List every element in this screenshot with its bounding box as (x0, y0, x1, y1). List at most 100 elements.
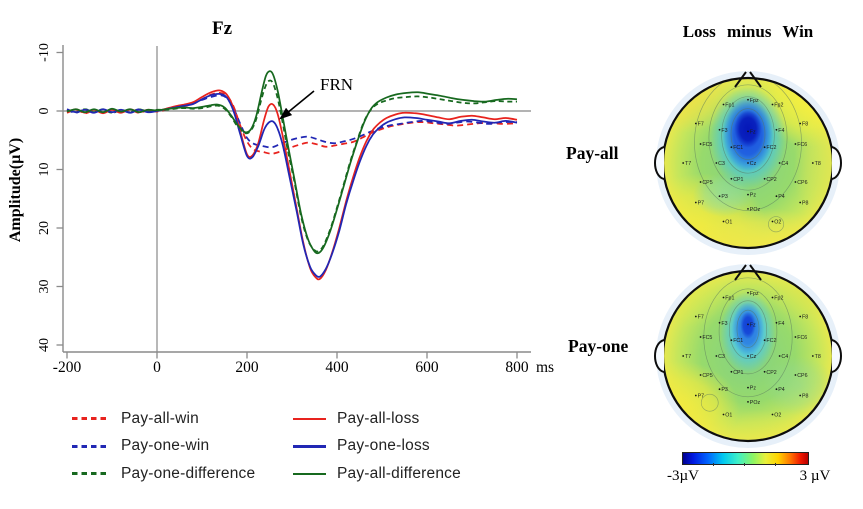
electrode-label-FC6: FC6 (797, 142, 807, 148)
y-tick-label: 40 (37, 338, 52, 352)
electrode-dot-CP2 (763, 370, 766, 373)
electrode-dot-P4 (775, 388, 778, 391)
electrode-dot-F3 (718, 321, 721, 324)
electrode-label-Fp2: Fp2 (774, 296, 783, 302)
electrode-label-F3: F3 (721, 128, 727, 134)
electrode-dot-Pz (747, 386, 749, 389)
electrode-dot-CP5 (699, 374, 702, 376)
electrode-dot-P7 (694, 394, 697, 397)
electrode-dot-Fp1 (722, 103, 725, 106)
electrode-label-T8: T8 (815, 354, 821, 360)
nose-left (734, 264, 747, 281)
electrode-label-F4: F4 (778, 128, 784, 134)
electrode-label-CP1: CP1 (733, 177, 743, 183)
electrode-dot-F3 (718, 128, 721, 131)
electrodes: Fpz Fp1 Fp2 F7 F3 Fz F4 F8 FC5 FC1 FC2 FC6 T7 C3 Cz C4 T… (682, 291, 821, 418)
contour-line (718, 288, 778, 375)
contour-line (694, 79, 802, 211)
electrode-dot-F4 (775, 321, 778, 324)
electrode-dot-Cz (747, 162, 749, 164)
y-tick-label: 10 (37, 163, 52, 177)
topomap-pay-one: Fpz Fp1 Fp2 F7 F3 Fz F4 F8 FC5 FC1 FC2 FC6 T7 C3 Cz C4 T… (654, 264, 842, 448)
legend-label: Pay-one-win (121, 437, 210, 455)
topomap-pay-all: Fpz Fp1 Fp2 F7 F3 Fz F4 F8 FC5 FC1 FC2 FC6 T7 C3 Cz C4 T… (654, 71, 842, 255)
legend-item-pay-one-win: Pay-one-win (72, 433, 293, 461)
electrode-label-P3: P3 (721, 194, 728, 200)
erp-axes: -10 0 10 20 30 40-200 0 200 400 600 800 (37, 43, 531, 376)
electrode-label-C4: C4 (781, 354, 788, 360)
negativity-core (740, 311, 756, 339)
y-tick-label: 0 (37, 108, 52, 115)
legend-label: Pay-all-win (121, 409, 199, 427)
topo-panel-title: Loss minus Win (682, 22, 814, 41)
colorbar-tick (744, 463, 745, 466)
electrode-label-CP6: CP6 (797, 373, 807, 379)
erp-curve-pay-all-win (66, 91, 518, 155)
colorbar-min-label: -3µV (667, 468, 699, 484)
contour-line (736, 309, 760, 348)
electrode-dot-Fp1 (722, 296, 725, 299)
contour-line (703, 277, 793, 398)
legend-swatch-dashed (72, 472, 110, 476)
electrode-label-P8: P8 (802, 394, 809, 400)
electrode-dot-FC1 (730, 339, 733, 342)
legend-swatch-solid (293, 472, 326, 475)
topomap-pay-one-label: Pay-one (568, 336, 629, 356)
edge-positivity-patch (793, 117, 832, 226)
contour-line (721, 96, 775, 174)
electrode-label-P7: P7 (698, 201, 705, 207)
electrode-label-T7: T7 (685, 161, 691, 167)
electrode-label-O1: O1 (725, 219, 732, 225)
electrode-dot-F7 (694, 122, 697, 125)
x-tick-label: 0 (153, 359, 161, 376)
electrode-label-CP5: CP5 (702, 373, 712, 379)
frn-annotation: FRN (320, 75, 353, 94)
erp-title: Fz (212, 18, 233, 39)
electrode-dot-FC6 (794, 143, 797, 145)
electrode-dot-Pz (747, 193, 749, 196)
electrode-dot-Fz (747, 323, 749, 326)
y-tick-label: -10 (37, 43, 52, 62)
electrode-label-Pz: Pz (750, 386, 757, 392)
erp-plot: Fz Amplitude(µV) -10 0 10 20 30 40-200 0 200 400… (7, 18, 554, 376)
y-tick-label: 20 (37, 221, 52, 235)
electrode-label-POz: POz (750, 207, 761, 213)
x-tick-label: -200 (53, 359, 82, 376)
legend-item-pay-one-loss: Pay-one-loss (293, 433, 461, 461)
electrode-dot-Fp2 (771, 103, 774, 106)
erp-curve-pay-one-win (66, 94, 518, 149)
electrode-dot-Fpz (747, 291, 749, 294)
electrode-label-CP6: CP6 (797, 180, 807, 186)
nose-left (734, 71, 747, 88)
right-ear (831, 339, 842, 373)
electrode-dot-Fp2 (771, 296, 774, 299)
electrode-label-O2: O2 (774, 412, 781, 418)
electrode-dot-Fpz (747, 98, 749, 101)
electrode-dot-FC5 (699, 143, 702, 145)
electrode-label-P4: P4 (778, 194, 785, 200)
electrode-label-P4: P4 (778, 387, 785, 393)
x-tick-label: 800 (505, 359, 529, 376)
electrode-label-F7: F7 (698, 121, 704, 127)
erp-curves (66, 70, 518, 281)
electrode-label-Cz: Cz (750, 354, 757, 360)
electrode-label-Fz: Fz (750, 129, 756, 135)
electrode-label-FC5: FC5 (702, 335, 712, 341)
contour-line (768, 216, 785, 233)
electrode-label-P3: P3 (721, 387, 728, 393)
electrode-label-Fp1: Fp1 (725, 296, 734, 302)
legend-label: Pay-all-loss (337, 409, 420, 427)
colorbar-tick (713, 463, 714, 466)
electrode-dot-P3 (718, 388, 721, 391)
legend-swatch-dashed (72, 417, 110, 421)
electrode-label-FC2: FC2 (766, 145, 776, 151)
colorbar-max-label: 3 µV (799, 468, 831, 484)
electrode-dot-P8 (799, 394, 802, 397)
electrode-dot-O2 (771, 413, 774, 416)
electrode-dot-CP1 (730, 177, 733, 180)
electrode-label-F7: F7 (698, 314, 704, 320)
electrode-dot-F8 (799, 122, 802, 125)
electrode-label-O2: O2 (774, 219, 781, 225)
legend-item-pay-one-difference: Pay-one-difference (72, 460, 293, 488)
